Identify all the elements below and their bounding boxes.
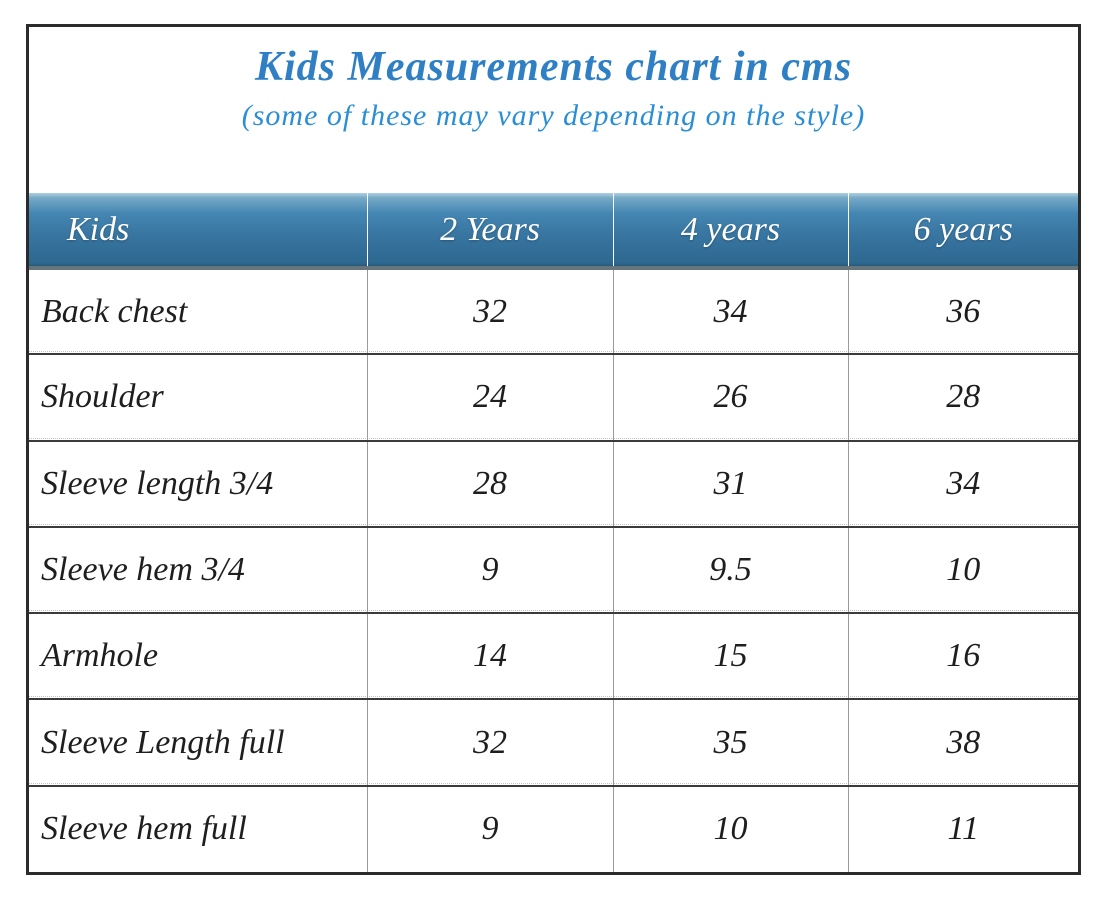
row-label: Sleeve length 3/4 [29, 440, 368, 528]
row-label: Armhole [29, 613, 368, 701]
table-row: Sleeve length 3/4 28 31 34 [29, 440, 1078, 528]
table-row: Armhole 14 15 16 [29, 613, 1078, 701]
cell-value: 32 [367, 699, 614, 787]
measurement-chart-sheet: Kids Measurements chart in cms (some of … [26, 24, 1081, 875]
cell-value: 9.5 [613, 526, 849, 615]
cell-value: 15 [613, 613, 849, 701]
cell-value: 9 [367, 785, 614, 872]
chart-title: Kids Measurements chart in cms [254, 44, 853, 90]
cell-value: 28 [848, 354, 1078, 442]
row-label: Sleeve hem full [29, 785, 368, 872]
chart-subtitle: (some of these may vary depending on the… [241, 99, 866, 132]
row-label: Sleeve hem 3/4 [29, 526, 368, 615]
cell-value: 9 [367, 526, 614, 615]
column-header-kids: Kids [29, 193, 368, 270]
table-row: Sleeve hem 3/4 9 9.5 10 [29, 526, 1078, 615]
cell-value: 10 [848, 526, 1078, 615]
title-area: Kids Measurements chart in cms (some of … [29, 27, 1078, 193]
table-row: Sleeve hem full 9 10 11 [29, 785, 1078, 872]
cell-value: 38 [848, 699, 1078, 787]
column-header-6-years: 6 years [848, 193, 1078, 270]
cell-value: 35 [613, 699, 849, 787]
row-label: Back chest [29, 268, 368, 356]
cell-value: 16 [848, 613, 1078, 701]
row-label: Sleeve Length full [29, 699, 368, 787]
cell-value: 34 [848, 440, 1078, 528]
cell-value: 26 [613, 354, 849, 442]
cell-value: 31 [613, 440, 849, 528]
cell-value: 24 [367, 354, 614, 442]
table-row: Sleeve Length full 32 35 38 [29, 699, 1078, 787]
column-header-2-years: 2 Years [367, 193, 614, 270]
cell-value: 10 [613, 785, 849, 872]
header-row: Kids 2 Years 4 years 6 years [29, 193, 1078, 270]
cell-value: 36 [848, 268, 1078, 356]
cell-value: 32 [367, 268, 614, 356]
table-row: Shoulder 24 26 28 [29, 354, 1078, 442]
cell-value: 14 [367, 613, 614, 701]
cell-value: 11 [947, 810, 979, 848]
row-label: Shoulder [29, 354, 368, 442]
column-header-4-years: 4 years [613, 193, 849, 270]
measurements-table: Kids 2 Years 4 years 6 years Back chest … [29, 193, 1078, 872]
table-row: Back chest 32 34 36 [29, 268, 1078, 356]
cell-value: 28 [367, 440, 614, 528]
cell-value: 34 [613, 268, 849, 356]
